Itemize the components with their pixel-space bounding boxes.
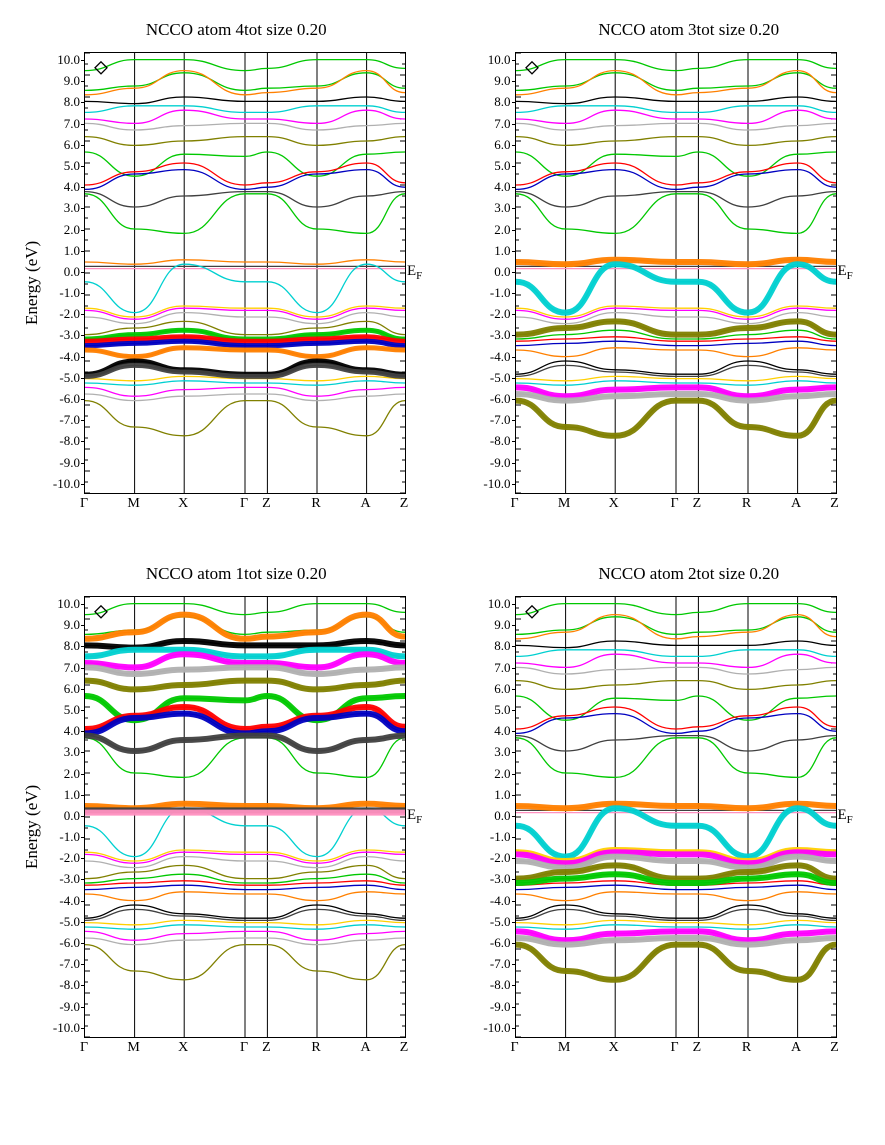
y-axis-ticks: 10.09.08.07.06.05.04.03.02.01.00.0-1.0-2… xyxy=(473,596,515,1036)
panel-title: NCCO atom 1tot size 0.20 xyxy=(20,564,453,584)
y-axis-label: Energy (eV) xyxy=(20,52,42,514)
panel-2: NCCO atom 2tot size 0.20 10.09.08.07.06.… xyxy=(473,564,885,1058)
plot-area xyxy=(515,52,837,494)
fermi-label: EF xyxy=(407,807,422,826)
x-axis-ticks: ΓMXΓZRAZ xyxy=(515,494,835,514)
x-axis-ticks: ΓMXΓZRAZ xyxy=(84,1038,404,1058)
fermi-label: EF xyxy=(838,263,853,282)
y-axis-label: Energy (eV) xyxy=(20,596,42,1058)
x-axis-ticks: ΓMXΓZRAZ xyxy=(515,1038,835,1058)
panel-4: NCCO atom 4tot size 0.20 Energy (eV) 10.… xyxy=(20,20,453,514)
panel-title: NCCO atom 3tot size 0.20 xyxy=(473,20,885,40)
plot-area xyxy=(515,596,837,1038)
fermi-label: EF xyxy=(407,263,422,282)
panel-title: NCCO atom 4tot size 0.20 xyxy=(20,20,453,40)
plot-area xyxy=(84,52,406,494)
y-axis-ticks: 10.09.08.07.06.05.04.03.02.01.00.0-1.0-2… xyxy=(42,52,84,492)
panel-1: NCCO atom 1tot size 0.20 Energy (eV) 10.… xyxy=(20,564,453,1058)
plot-area xyxy=(84,596,406,1038)
panel-title: NCCO atom 2tot size 0.20 xyxy=(473,564,885,584)
y-axis-ticks: 10.09.08.07.06.05.04.03.02.01.00.0-1.0-2… xyxy=(42,596,84,1036)
x-axis-ticks: ΓMXΓZRAZ xyxy=(84,494,404,514)
panel-3: NCCO atom 3tot size 0.20 10.09.08.07.06.… xyxy=(473,20,885,514)
y-axis-ticks: 10.09.08.07.06.05.04.03.02.01.00.0-1.0-2… xyxy=(473,52,515,492)
panel-grid: NCCO atom 4tot size 0.20 Energy (eV) 10.… xyxy=(20,20,885,1058)
fermi-label: EF xyxy=(838,807,853,826)
